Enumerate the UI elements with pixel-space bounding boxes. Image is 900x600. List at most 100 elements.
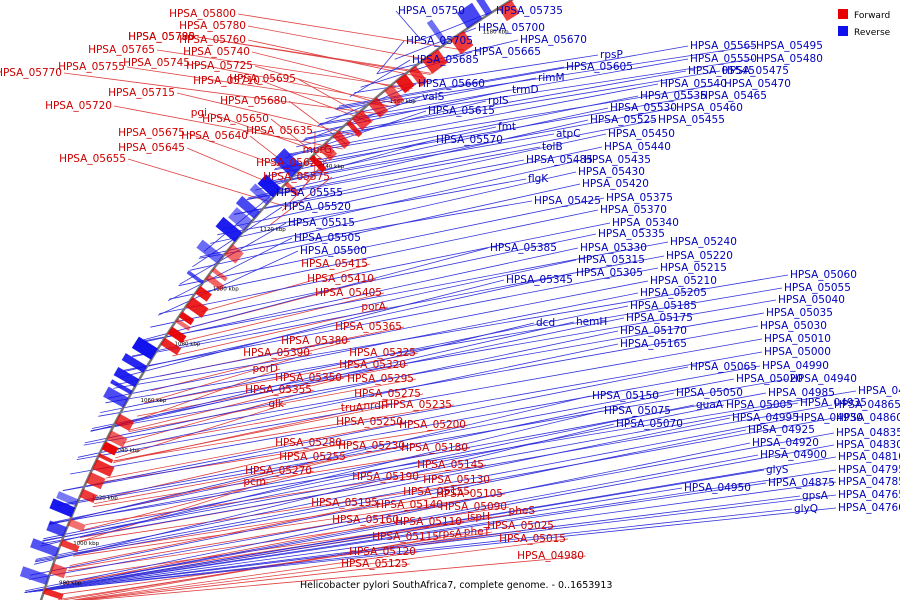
- reverse-gene-label: HPSA_04860: [836, 412, 900, 424]
- reverse-gene-label: HPSA_05345: [506, 274, 573, 286]
- forward-leader-line: [113, 405, 390, 462]
- forward-gene-label: pheS: [509, 505, 536, 517]
- kbp-tick-label: 1080 kbp: [175, 342, 201, 348]
- forward-gene-arrow: [368, 97, 389, 118]
- forward-gene-label: HPSA_05275: [354, 388, 421, 400]
- reverse-gene-label: guaA: [696, 399, 724, 411]
- reverse-leader-line: [91, 317, 625, 429]
- reverse-gene-label: HPSA_05070: [616, 418, 683, 430]
- reverse-gene-label: HPSA_05480: [756, 53, 823, 65]
- reverse-leader-line: [289, 83, 659, 155]
- reverse-gene-arrow: [456, 2, 483, 29]
- forward-gene-label: HPSA_05200: [399, 419, 466, 431]
- reverse-gene-label: HPSA_05450: [608, 128, 675, 140]
- forward-gene-label: HPSA_05635: [246, 125, 313, 137]
- forward-gene-label: HPSA_05195: [311, 497, 378, 509]
- reverse-gene-arrow: [113, 367, 140, 388]
- forward-gene-label: HPSA_05765: [88, 44, 155, 56]
- forward-gene-arrow: [498, 0, 520, 22]
- reverse-leader-line: [90, 321, 575, 432]
- reverse-leader-line: [24, 494, 837, 593]
- reverse-gene-label: HPSA_05215: [660, 262, 727, 274]
- forward-gene-label: HPSA_05320: [339, 359, 406, 371]
- reverse-gene-label: HPSA_05605: [566, 61, 633, 73]
- kbp-tick-labels: 1180 kbp 1160 kbp 1140 kbp 1120 kbp 1100 kbp…: [59, 30, 509, 587]
- forward-gene-arrow: [167, 326, 187, 344]
- reverse-gene-label: HPSA_05465: [700, 90, 767, 102]
- reverse-gene-label: HPSA_04950: [684, 482, 751, 494]
- reverse-gene-label: HPSA_04925: [748, 424, 815, 436]
- reverse-gene-label: HPSA_04995: [732, 412, 799, 424]
- reverse-leader-line: [43, 404, 695, 540]
- forward-gene-label: HPSA_05785: [128, 31, 195, 43]
- forward-gene-label: HPSA_05740: [183, 46, 250, 58]
- forward-gene-arrow: [106, 430, 128, 448]
- reverse-gene-label: HPSA_05005: [726, 399, 793, 411]
- reverse-gene-label: HPSA_05335: [598, 228, 665, 240]
- reverse-leader-line: [35, 417, 731, 560]
- forward-leader-line: [128, 378, 417, 432]
- forward-gene-label: glk: [268, 398, 285, 410]
- gene-arrows: [19, 0, 520, 600]
- reverse-gene-label: HPSA_04830: [836, 439, 900, 451]
- reverse-gene-label: HPSA_05000: [764, 346, 831, 358]
- reverse-gene-label: HPSA_04935: [800, 397, 867, 409]
- reverse-gene-label: HPSA_05660: [418, 78, 485, 90]
- forward-gene-label: porA: [361, 301, 386, 313]
- reverse-leader-line: [395, 10, 422, 40]
- reverse-leader-line: [24, 487, 683, 593]
- kbp-tick-label: 1140 kbp: [318, 164, 344, 170]
- reverse-gene-label: HPSA_05530: [610, 102, 677, 114]
- reverse-leader-line: [90, 312, 765, 432]
- forward-leader-line: [126, 66, 391, 107]
- reverse-gene-arrow: [249, 183, 272, 205]
- forward-leader-line: [254, 65, 391, 108]
- reverse-gene-label: HPSA_05205: [640, 287, 707, 299]
- legend: Forward Reverse: [838, 9, 891, 38]
- reverse-leader-line: [25, 442, 751, 592]
- forward-gene-label: HPSA_05365: [335, 321, 402, 333]
- reverse-leader-line: [24, 444, 835, 593]
- reverse-gene-label: HPSA_05495: [756, 40, 823, 52]
- reverse-leader-line: [159, 222, 611, 314]
- reverse-leader-line: [24, 454, 759, 593]
- forward-gene-label: HPSA_05110: [395, 516, 462, 528]
- forward-gene-arrow: [67, 518, 86, 532]
- reverse-gene-label: HPSA_05370: [600, 204, 667, 216]
- forward-gene-label: HPSA_05405: [315, 287, 382, 299]
- forward-gene-label: pheT: [464, 526, 491, 538]
- reverse-gene-label: HPSA_05505: [294, 232, 361, 244]
- forward-gene-label: nrdF: [364, 400, 388, 412]
- reverse-gene-label: atpC: [556, 128, 581, 140]
- forward-leader-line: [83, 470, 315, 531]
- forward-leader-line: [74, 551, 419, 600]
- reverse-leader-line: [132, 259, 577, 357]
- forward-leader-line: [113, 404, 455, 462]
- forward-leader-line: [105, 421, 406, 479]
- reverse-gene-arrow: [103, 386, 129, 408]
- reverse-gene-label: HPSA_04930: [796, 412, 863, 424]
- forward-gene-label: HPSA_05105: [436, 488, 503, 500]
- forward-leader-line: [78, 479, 493, 542]
- forward-gene-arrow: [408, 65, 428, 87]
- forward-leader-line: [196, 36, 431, 75]
- forward-leader-line: [122, 389, 315, 444]
- reverse-gene-label: HPSA_05700: [478, 22, 545, 34]
- reverse-gene-label: HPSA_05375: [606, 192, 673, 204]
- reverse-gene-label: rplS: [488, 95, 509, 107]
- reverse-gene-label: HPSA_05665: [474, 46, 541, 58]
- forward-gene-label: HPSA_05255: [279, 451, 346, 463]
- forward-gene-label: HPSA_05230: [338, 440, 405, 452]
- forward-gene-arrow: [98, 453, 114, 464]
- reverse-gene-label: HPSA_05570: [436, 134, 503, 146]
- reverse-leader-line: [304, 70, 687, 139]
- reverse-gene-label: HPSA_05470: [724, 78, 791, 90]
- reverse-gene-arrow: [228, 207, 253, 231]
- reverse-leader-line: [260, 107, 675, 185]
- reverse-gene-label: gpsA: [802, 490, 829, 502]
- forward-gene-label: truA: [341, 402, 364, 414]
- forward-gene-label: HPSA_05280: [275, 437, 342, 449]
- forward-leader-line: [115, 403, 287, 459]
- forward-gene-label: HPSA_05235: [385, 399, 452, 411]
- forward-leader-line: [144, 352, 313, 404]
